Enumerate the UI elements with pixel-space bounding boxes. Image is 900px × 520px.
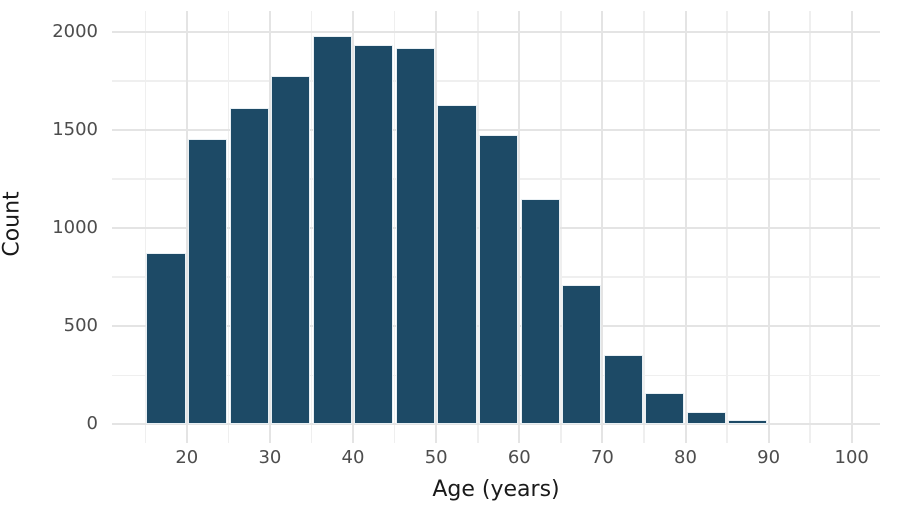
y-tick-label: 1000 <box>52 217 98 238</box>
histogram-bar <box>312 35 352 425</box>
histogram-bar <box>271 75 311 425</box>
histogram-bar <box>146 252 186 425</box>
x-tick-label: 100 <box>834 447 869 468</box>
histogram-bar <box>354 45 394 425</box>
y-major-gridline <box>112 423 880 426</box>
y-axis-title-text: Count <box>0 191 25 257</box>
plot-panel <box>112 11 880 443</box>
x-tick-label: 50 <box>424 447 448 468</box>
y-tick-label: 1500 <box>52 118 98 140</box>
x-tick-label: 40 <box>341 447 365 468</box>
histogram-bar <box>478 134 519 425</box>
y-minor-gridline <box>112 80 880 82</box>
x-tick-label: 20 <box>175 447 199 468</box>
histogram-bar <box>603 354 643 425</box>
histogram-bar <box>229 108 269 425</box>
histogram-bar <box>395 48 435 425</box>
histogram-bar <box>520 198 560 425</box>
x-tick-label: 80 <box>674 447 697 468</box>
y-tick-label: 500 <box>63 315 98 337</box>
y-major-gridline <box>112 30 880 33</box>
histogram-bar <box>188 138 228 425</box>
y-major-gridline <box>112 128 880 131</box>
histogram-bar <box>562 284 602 425</box>
x-tick-label: 60 <box>507 447 531 468</box>
x-tick-label: 90 <box>757 447 781 468</box>
histogram-bar <box>728 420 768 425</box>
y-tick-label: 0 <box>86 413 98 435</box>
x-tick-label: 70 <box>590 447 614 468</box>
x-axis-title: Age (years) <box>432 477 560 502</box>
x-tick-label: 30 <box>258 447 282 468</box>
histogram-bar <box>437 105 477 425</box>
histogram-bar <box>686 411 726 425</box>
histogram-bar <box>645 392 685 425</box>
y-tick-label: 2000 <box>52 20 98 42</box>
